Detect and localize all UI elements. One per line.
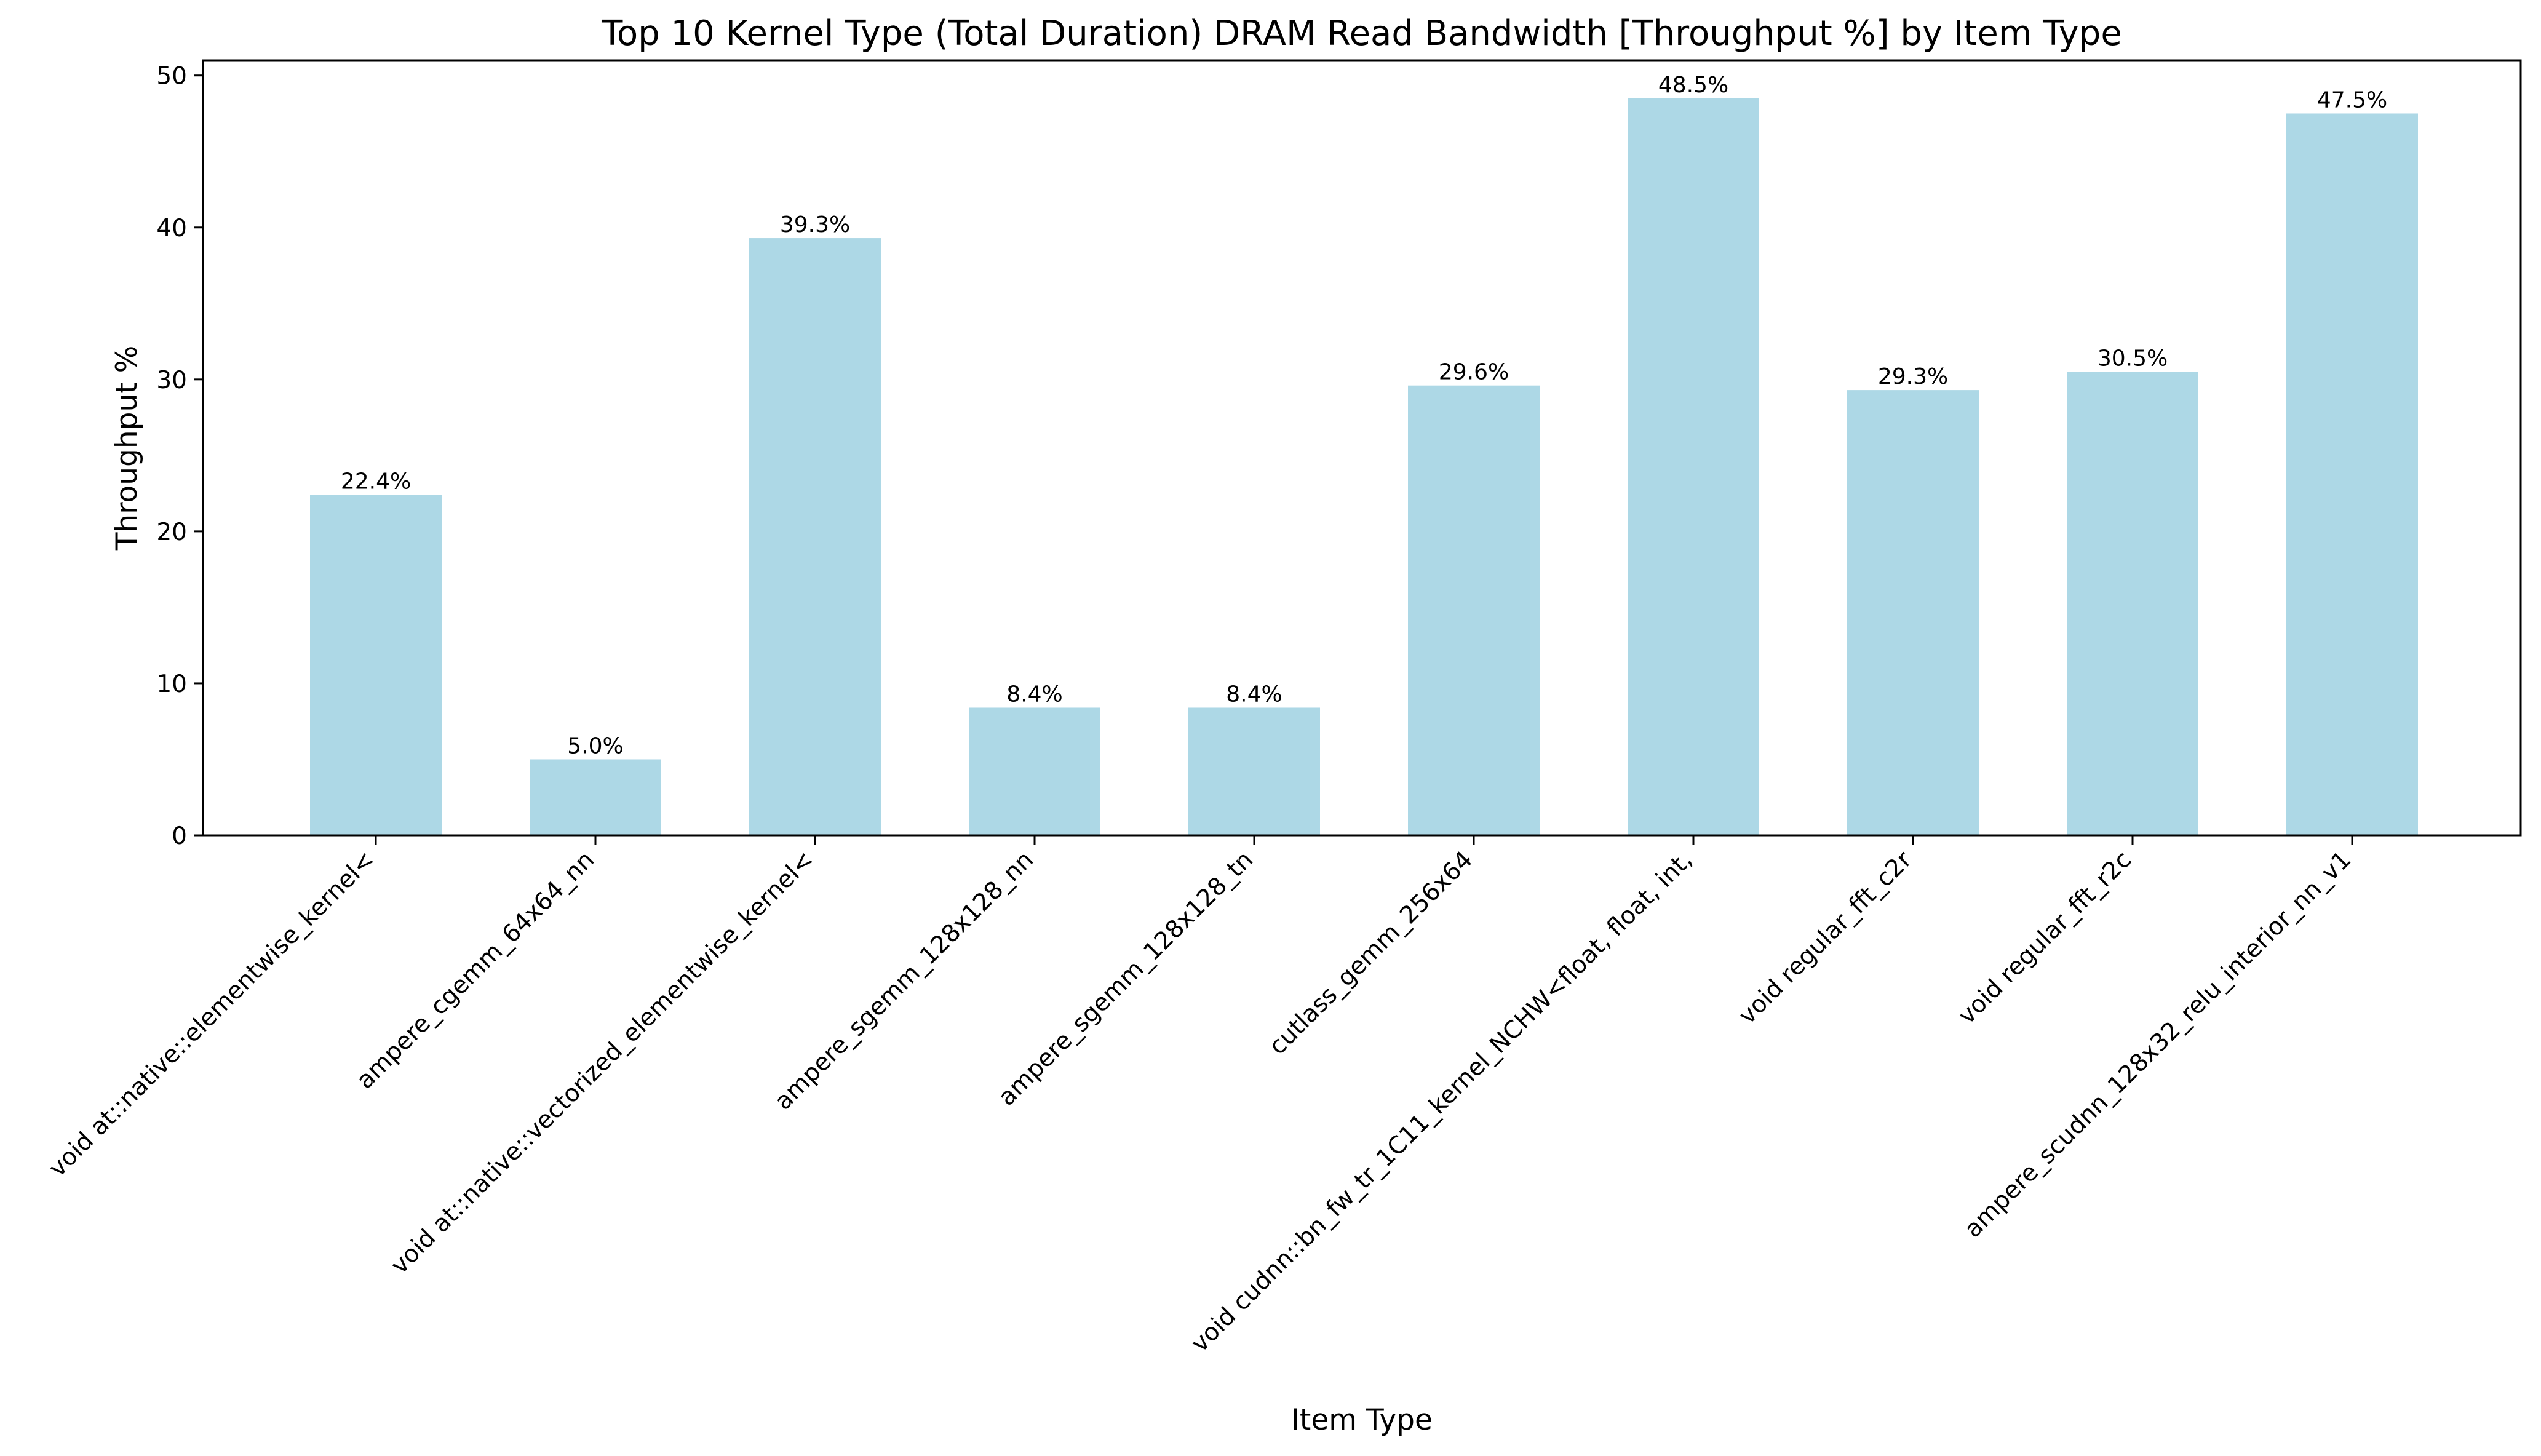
x-tick-label: void at::native::vectorized_elementwise_…	[386, 846, 819, 1279]
data-label: 29.3%	[1878, 364, 1948, 389]
chart-title: Top 10 Kernel Type (Total Duration) DRAM…	[601, 14, 2122, 54]
data-label: 47.5%	[2317, 87, 2387, 113]
bars-group	[310, 98, 2418, 836]
y-tick-label: 0	[172, 822, 187, 850]
data-label: 29.6%	[1439, 360, 1509, 385]
bar	[1628, 98, 1759, 836]
x-axis: void at::native::elementwise_kernel<ampe…	[44, 835, 2356, 1358]
y-tick-label: 40	[156, 215, 187, 242]
bar	[969, 707, 1100, 835]
bar	[749, 238, 881, 835]
x-tick-label: ampere_cgemm_64x64_nn	[351, 846, 600, 1094]
data-label: 22.4%	[341, 469, 411, 495]
x-axis-label: Item Type	[1291, 1403, 1433, 1437]
data-label: 8.4%	[1226, 682, 1282, 707]
x-tick-label: ampere_sgemm_128x128_nn	[769, 846, 1039, 1115]
data-labels-group: 22.4% 5.0% 39.3% 8.4% 8.4% 29.6% 48.5% 29.3% 30.…	[341, 73, 2387, 759]
bar	[2286, 113, 2418, 835]
y-axis-label: Throughput %	[110, 346, 144, 551]
data-label: 5.0%	[567, 733, 623, 758]
y-tick-label: 10	[156, 670, 187, 698]
x-tick-label: cutlass_gemm_256x64	[1264, 846, 1478, 1060]
data-label: 39.3%	[780, 212, 850, 237]
y-axis: 0 10 20 30 40 50	[156, 63, 203, 850]
data-label: 30.5%	[2098, 346, 2168, 371]
bar	[1408, 385, 1540, 835]
bar	[1847, 390, 1979, 835]
plot-frame	[202, 59, 2522, 837]
x-tick-label: ampere_sgemm_128x128_tn	[993, 846, 1259, 1112]
y-tick-label: 50	[156, 63, 187, 90]
x-tick-label: void regular_fft_c2r	[1733, 846, 1918, 1030]
data-label: 48.5%	[1658, 73, 1728, 98]
bar	[530, 759, 661, 835]
x-tick-label: void cudnn::bn_fw_tr_1C11_kernel_NCHW<fl…	[1186, 846, 1698, 1358]
data-label: 8.4%	[1006, 682, 1062, 707]
bar	[2067, 372, 2198, 835]
y-tick-label: 20	[156, 519, 187, 546]
y-tick-label: 30	[156, 367, 187, 394]
bar	[310, 495, 442, 835]
x-tick-label: ampere_scudnn_128x32_relu_interior_nn_v1	[1959, 846, 2356, 1243]
x-tick-label: void regular_fft_r2c	[1953, 846, 2137, 1030]
x-tick-label: void at::native::elementwise_kernel<	[44, 846, 380, 1182]
bar	[1188, 707, 1320, 835]
